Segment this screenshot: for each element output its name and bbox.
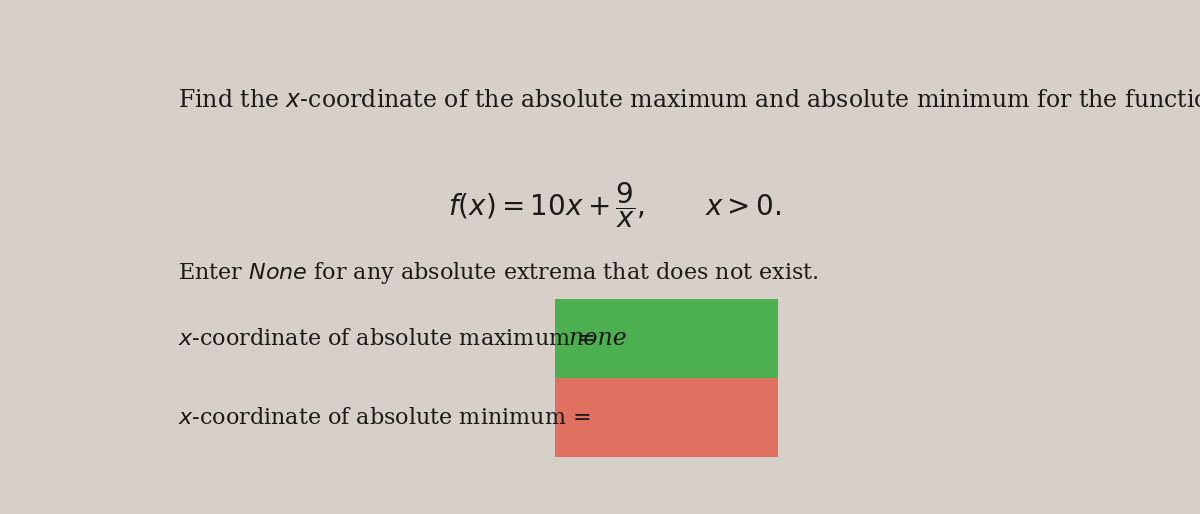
Text: $f(x) = 10x + \dfrac{9}{x},$$\quad\quad x > 0.$: $f(x) = 10x + \dfrac{9}{x},$$\quad\quad … [449,180,781,230]
FancyBboxPatch shape [554,378,778,457]
Text: Enter $\mathit{None}$ for any absolute extrema that does not exist.: Enter $\mathit{None}$ for any absolute e… [178,260,818,286]
FancyBboxPatch shape [554,299,778,378]
Text: $x$-coordinate of absolute maximum =: $x$-coordinate of absolute maximum = [178,328,595,350]
Text: Find the $x$-coordinate of the absolute maximum and absolute minimum for the fun: Find the $x$-coordinate of the absolute … [178,89,1200,113]
Text: $x$-coordinate of absolute minimum =: $x$-coordinate of absolute minimum = [178,407,590,429]
Text: none: none [569,327,628,350]
